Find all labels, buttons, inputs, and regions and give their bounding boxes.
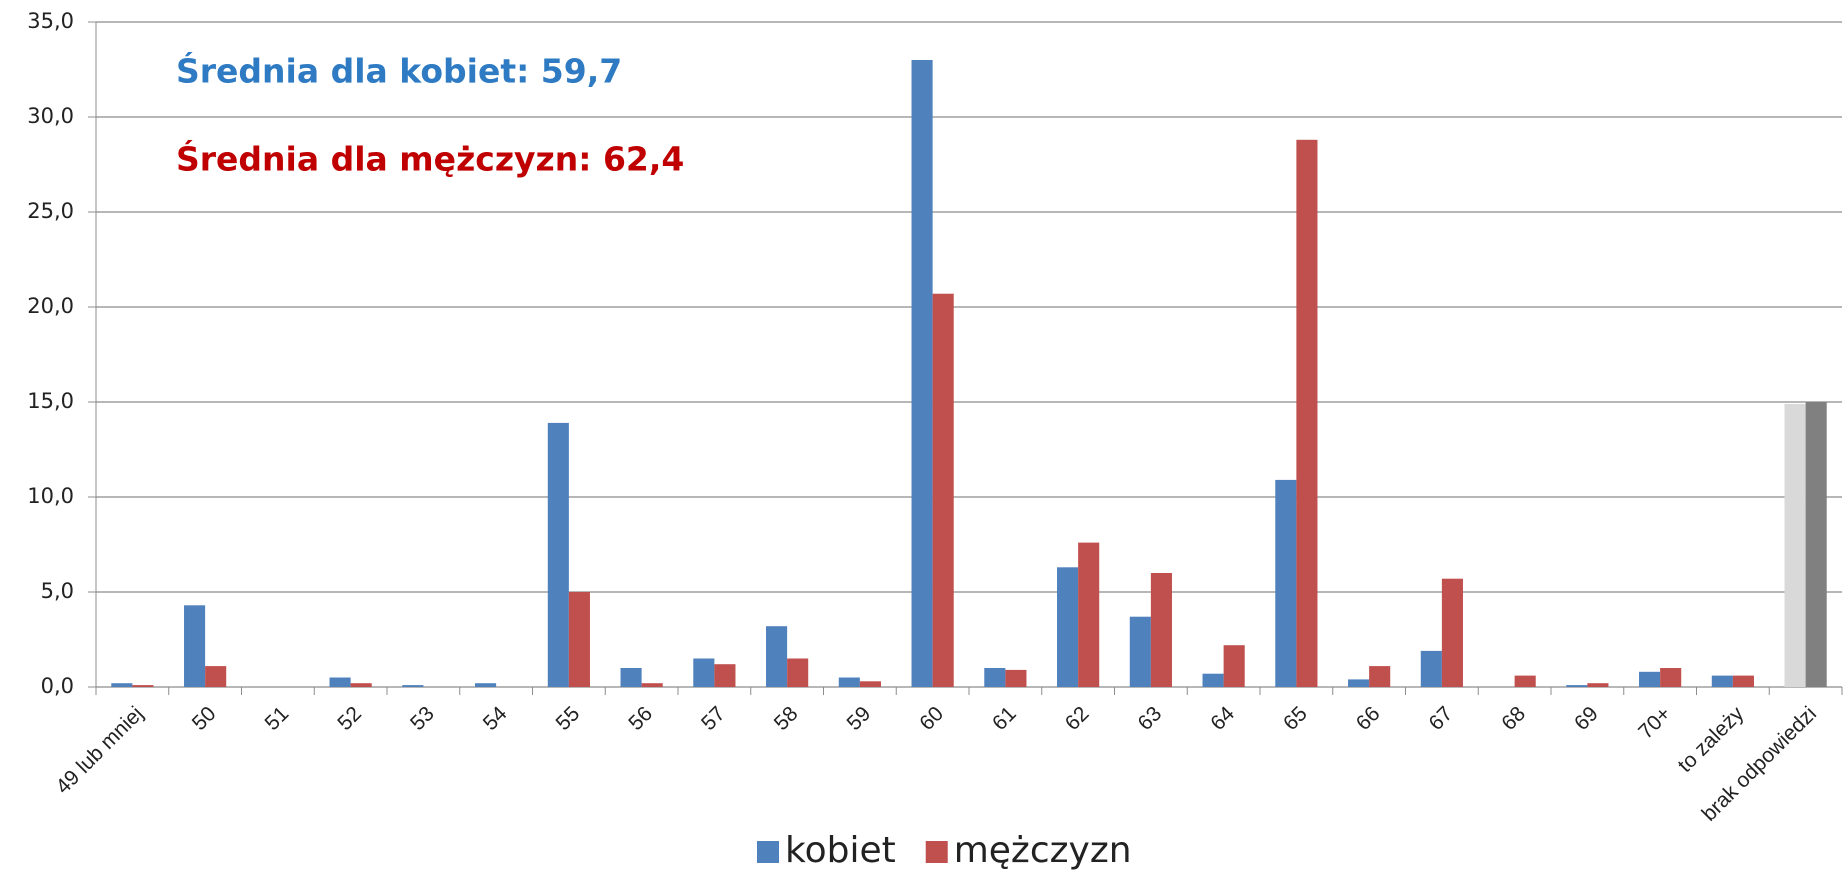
bar bbox=[838, 677, 860, 687]
bar bbox=[475, 683, 497, 687]
legend-swatch bbox=[757, 841, 779, 863]
x-tick-label: 70+ bbox=[1634, 702, 1675, 743]
bar bbox=[1057, 567, 1079, 687]
bar bbox=[1784, 403, 1806, 687]
bar bbox=[1420, 650, 1442, 687]
annotation: Średnia dla kobiet: 59,7 bbox=[176, 51, 622, 91]
y-tick-label: 5,0 bbox=[41, 579, 74, 603]
annotation: Średnia dla mężczyzn: 62,4 bbox=[176, 139, 684, 179]
x-tick-label: 62 bbox=[1061, 702, 1094, 735]
bar bbox=[1296, 139, 1318, 688]
y-tick-label: 25,0 bbox=[27, 199, 74, 223]
bar bbox=[1660, 668, 1682, 687]
y-tick-label: 0,0 bbox=[41, 674, 74, 698]
bar bbox=[1369, 666, 1391, 687]
bar bbox=[620, 668, 642, 687]
x-tick-label: 61 bbox=[988, 702, 1021, 735]
x-tick-label: 64 bbox=[1206, 702, 1239, 735]
bar bbox=[205, 666, 227, 687]
bar bbox=[1078, 542, 1100, 687]
x-tick-label: 66 bbox=[1352, 702, 1385, 735]
x-tick-label: 49 lub mniej bbox=[52, 702, 148, 798]
x-tick-label: 57 bbox=[697, 702, 730, 735]
bar bbox=[766, 626, 788, 687]
bar bbox=[132, 685, 154, 687]
bar bbox=[1348, 679, 1370, 687]
bar bbox=[1441, 578, 1463, 687]
x-tick-label: 68 bbox=[1497, 702, 1530, 735]
x-tick-label: 56 bbox=[624, 702, 657, 735]
bar bbox=[1566, 685, 1588, 687]
bar bbox=[932, 293, 954, 687]
legend-label: mężczyzn bbox=[954, 830, 1132, 871]
bar bbox=[1005, 669, 1027, 687]
y-tick-label: 30,0 bbox=[27, 104, 74, 128]
x-tick-label: 63 bbox=[1134, 702, 1167, 735]
x-tick-label: 50 bbox=[188, 702, 221, 735]
y-tick-label: 15,0 bbox=[27, 389, 74, 413]
bar bbox=[568, 592, 590, 687]
x-tick-label: 67 bbox=[1425, 702, 1458, 735]
legend: kobiet mężczyzn bbox=[757, 830, 1132, 871]
bar bbox=[1732, 675, 1754, 687]
bar bbox=[111, 683, 133, 687]
bar bbox=[184, 605, 206, 687]
bar bbox=[1275, 479, 1297, 687]
bar bbox=[1129, 616, 1151, 687]
bar bbox=[350, 683, 372, 687]
x-tick-label: 52 bbox=[333, 702, 366, 735]
bar bbox=[547, 422, 569, 687]
y-tick-label: 35,0 bbox=[27, 9, 74, 33]
bar bbox=[1587, 683, 1609, 687]
x-tick-label: 53 bbox=[406, 702, 439, 735]
bar bbox=[402, 685, 424, 687]
bar bbox=[1514, 675, 1536, 687]
y-tick-label: 20,0 bbox=[27, 294, 74, 318]
bar bbox=[641, 683, 663, 687]
x-tick-label: 59 bbox=[843, 702, 876, 735]
bar bbox=[693, 658, 715, 687]
bar bbox=[1202, 673, 1224, 687]
legend-label: kobiet bbox=[785, 830, 896, 871]
bar bbox=[1639, 671, 1661, 687]
bar bbox=[714, 664, 736, 687]
legend-swatch bbox=[925, 841, 948, 863]
x-tick-label: 51 bbox=[261, 702, 294, 735]
x-tick-label: 54 bbox=[479, 702, 512, 735]
x-tick-label: 69 bbox=[1570, 702, 1603, 735]
bar bbox=[859, 681, 881, 687]
bar bbox=[787, 658, 809, 687]
bar bbox=[1805, 402, 1827, 687]
bar bbox=[984, 668, 1006, 687]
x-tick-label: 58 bbox=[770, 702, 803, 735]
x-tick-label: to zależy bbox=[1673, 702, 1748, 777]
x-tick-label: 55 bbox=[552, 702, 585, 735]
bar bbox=[1150, 573, 1172, 687]
y-tick-label: 10,0 bbox=[27, 484, 74, 508]
bar bbox=[329, 677, 351, 687]
x-tick-label: 65 bbox=[1279, 702, 1312, 735]
bar bbox=[1711, 675, 1733, 687]
x-tick-label: 60 bbox=[915, 702, 948, 735]
bar bbox=[911, 60, 933, 687]
bar bbox=[1223, 645, 1245, 687]
